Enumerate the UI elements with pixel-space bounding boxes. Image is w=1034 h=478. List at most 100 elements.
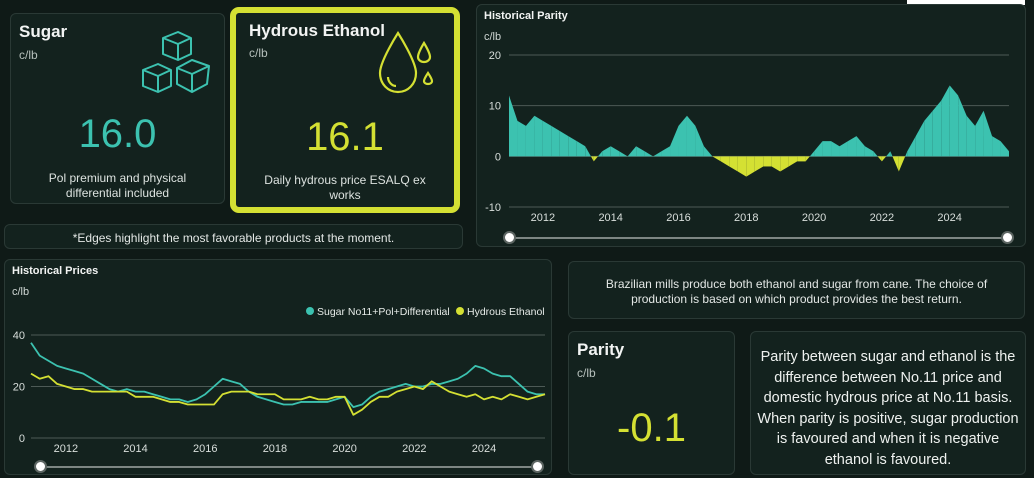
parity-area-segment: [890, 151, 893, 157]
parity-area-segment: [644, 151, 654, 157]
parity-x-tick-label: 2020: [802, 212, 826, 224]
parity-area-segment: [712, 156, 721, 162]
parity-chart-unit: c/lb: [484, 31, 502, 43]
parity-area-segment: [619, 151, 628, 157]
parity-area-segment: [653, 151, 662, 157]
parity-x-tick-label: 2016: [666, 212, 690, 224]
parity-area-segment: [661, 146, 671, 157]
parity-area-segment: [576, 141, 586, 157]
sugar-cubes-icon: [142, 31, 210, 93]
prices-series-line: [30, 372, 546, 416]
parity-area-segment: [907, 136, 916, 157]
parity-card-unit: c/lb: [577, 366, 596, 380]
prices-chart-title: Historical Prices: [12, 265, 99, 277]
parity-area-segment: [590, 156, 594, 162]
parity-area-segment: [839, 141, 848, 157]
prices-chart-unit: c/lb: [12, 286, 30, 298]
parity-area-segment: [593, 156, 598, 162]
parity-explanation: Parity between sugar and ethanol is the …: [757, 349, 1019, 468]
prices-x-tick-label: 2012: [54, 443, 78, 455]
parity-area-segment: [856, 136, 865, 157]
info-text: Brazilian mills produce both ethanol and…: [605, 277, 988, 306]
parity-x-tick-label: 2022: [870, 212, 894, 224]
parity-area-segment: [754, 156, 764, 172]
prices-range-slider-end-handle[interactable]: [531, 460, 544, 473]
parity-area-segment: [892, 156, 899, 172]
parity-area-segment: [822, 141, 832, 157]
parity-card-title: Parity: [577, 340, 625, 359]
sugar-card-title: Sugar: [19, 22, 68, 41]
parity-area-segment: [847, 136, 857, 157]
parity-area-segment: [678, 115, 687, 157]
ethanol-card-title: Hydrous Ethanol: [249, 21, 386, 40]
parity-area-segment: [585, 146, 591, 157]
parity-y-tick-label: -10: [485, 202, 501, 214]
parity-x-tick-label: 2012: [531, 212, 555, 224]
prices-y-tick-label: 20: [13, 382, 25, 394]
parity-area-segment: [814, 141, 823, 157]
sugar-price-value: 16.0: [78, 112, 157, 156]
parity-y-tick-label: 10: [489, 101, 501, 113]
parity-range-slider-track[interactable]: [509, 237, 1009, 239]
parity-area-segment: [517, 120, 526, 157]
parity-area-segment: [568, 136, 577, 157]
prices-x-tick-label: 2022: [402, 443, 426, 455]
see-details-button[interactable]: [907, 0, 1025, 5]
parity-area-segment: [941, 85, 950, 157]
parity-area-segment: [915, 120, 925, 157]
parity-area-segment: [720, 156, 730, 167]
parity-explanation-box: Parity between sugar and ethanol is the …: [750, 331, 1026, 475]
parity-card: Parity c/lb -0.1: [568, 331, 735, 475]
parity-area-segment: [975, 110, 984, 157]
parity-area-segment: [542, 120, 552, 157]
parity-range-slider-start-handle[interactable]: [503, 231, 516, 244]
prices-y-tick-label: 40: [13, 330, 25, 342]
parity-area-segment: [864, 146, 874, 157]
ethanol-card-unit: c/lb: [249, 46, 268, 60]
prices-legend-label: Sugar No11+Pol+Differential: [317, 306, 450, 318]
prices-chart: 0 20 40 2012 2014 2016 2018 2020 2022 2024 Sugar N…: [13, 306, 546, 455]
parity-area-segment: [636, 146, 645, 157]
parity-area-segment: [992, 136, 1001, 157]
parity-area-segment: [788, 156, 798, 167]
parity-area-segment: [886, 151, 891, 157]
parity-x-tick-label: 2018: [734, 212, 758, 224]
ethanol-drop-icon: [378, 30, 434, 94]
edges-note: *Edges highlight the most favorable prod…: [72, 231, 395, 245]
prices-x-tick-label: 2020: [332, 443, 356, 455]
prices-range-slider-start-handle[interactable]: [34, 460, 47, 473]
parity-area-segment: [831, 141, 840, 157]
parity-range-slider-end-handle[interactable]: [1001, 231, 1014, 244]
parity-y-tick-label: 0: [495, 151, 501, 163]
parity-area-segment: [949, 85, 959, 157]
prices-range-slider-track[interactable]: [41, 466, 539, 468]
sugar-price-description: Pol premium and physical differential in…: [48, 171, 187, 200]
parity-area-segment: [610, 146, 620, 157]
parity-area-segment: [597, 151, 603, 157]
edges-note-box: *Edges highlight the most favorable prod…: [4, 224, 463, 249]
parity-area-segment: [551, 125, 560, 157]
parity-area-segment: [873, 151, 878, 157]
prices-x-tick-label: 2016: [193, 443, 217, 455]
parity-area-segment: [966, 115, 976, 157]
parity-area-segment: [1000, 141, 1009, 157]
parity-area-segment: [763, 156, 772, 167]
parity-area-segment: [958, 95, 967, 157]
parity-area-segment: [509, 95, 518, 157]
prices-legend-marker: [306, 307, 314, 315]
parity-area-segment: [797, 156, 806, 162]
parity-area-segment: [627, 146, 637, 157]
parity-area-segment: [805, 156, 810, 162]
parity-chart: -10 0 10 20 2012 2014 2016 2018 2020 2022 2024: [485, 50, 1009, 224]
parity-area-segment: [983, 110, 993, 157]
info-box: Brazilian mills produce both ethanol and…: [568, 261, 1025, 319]
ethanol-card: Hydrous Ethanol c/lb 16.1 Daily hydrous …: [230, 7, 460, 213]
parity-y-tick-label: 20: [489, 50, 501, 62]
historical-parity-card: Historical Parity c/lb -10 0 10 20 2012 2014 2…: [476, 4, 1026, 247]
prices-x-tick-label: 2014: [123, 443, 147, 455]
ethanol-price-value: 16.1: [306, 115, 384, 159]
parity-area-segment: [780, 156, 789, 172]
prices-series-line: [30, 342, 545, 409]
parity-value: -0.1: [617, 406, 686, 450]
prices-legend-label: Hydrous Ethanol: [467, 306, 545, 318]
